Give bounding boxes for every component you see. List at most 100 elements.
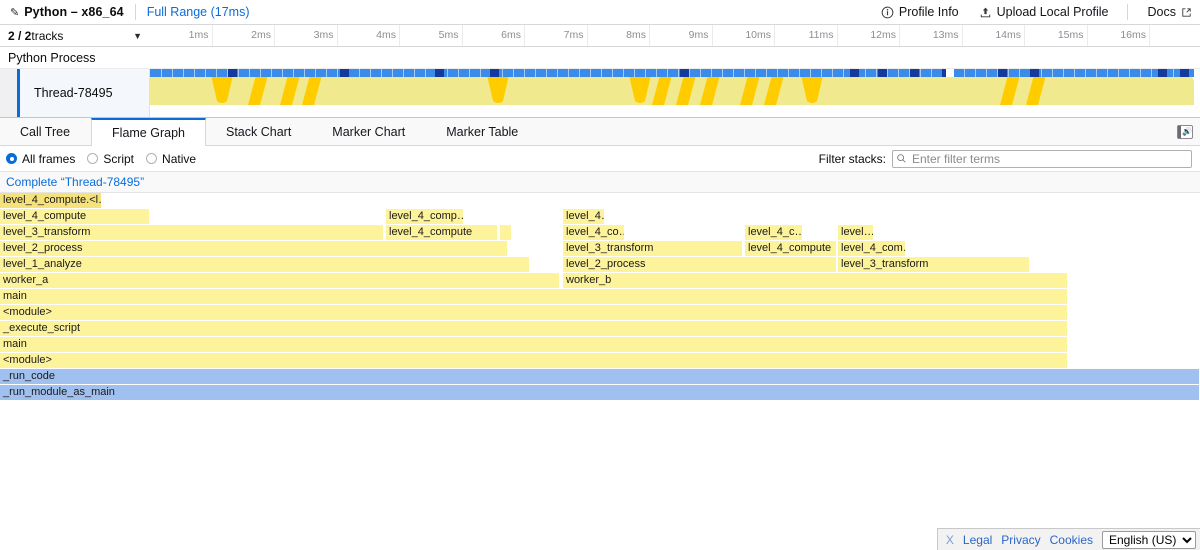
activity-spike	[740, 75, 760, 105]
cpu-sample-divider	[1052, 69, 1053, 77]
app-header: ✎ Python – x86_64 Full Range (17ms) Prof…	[0, 0, 1200, 25]
flame-frame[interactable]: level_3_transform	[563, 241, 743, 256]
cpu-sample-divider	[227, 69, 228, 77]
cpu-sample-divider	[1129, 69, 1130, 77]
flame-frame[interactable]: level_4_compute.<l…	[0, 193, 102, 208]
flame-frame[interactable]: level_2_process	[0, 241, 508, 256]
sidebar-toggle-bar	[1178, 125, 1181, 138]
radio-native[interactable]: Native	[146, 152, 196, 166]
radio-script[interactable]: Script	[87, 152, 134, 166]
breadcrumb-item-complete[interactable]: Complete “Thread-78495”	[6, 175, 145, 189]
tab-flame-graph[interactable]: Flame Graph	[91, 118, 206, 146]
filter-input-wrap[interactable]	[892, 149, 1192, 168]
tab-marker-table[interactable]: Marker Table	[426, 118, 539, 145]
search-input[interactable]	[910, 150, 1188, 167]
flame-frame-label: level…	[841, 226, 874, 238]
ruler-tick: 9ms	[650, 25, 713, 46]
flame-frame[interactable]: main	[0, 289, 1068, 304]
full-range-link[interactable]: Full Range (17ms)	[146, 5, 250, 19]
flame-frame[interactable]: main	[0, 337, 1068, 352]
flame-frame[interactable]: level_4_comp…	[386, 209, 464, 224]
flame-frame-label: level_4_compute	[389, 226, 473, 238]
cpu-sample-divider	[931, 69, 932, 77]
cpu-sample-divider	[282, 69, 283, 77]
sidebar-toggle-glyph: 🔊	[1182, 126, 1192, 136]
activity-spike	[248, 75, 268, 105]
pencil-icon: ✎	[10, 6, 20, 19]
track-selected-accent	[17, 69, 20, 117]
flame-frame-label: <module>	[3, 354, 52, 366]
tracks-count-value: 2 / 2	[8, 28, 32, 43]
flame-frame[interactable]: level_4…	[563, 209, 605, 224]
header-divider-2	[1126, 4, 1128, 20]
flame-frame[interactable]: <module>	[0, 305, 1068, 320]
close-icon[interactable]: X	[945, 532, 954, 547]
flame-frame[interactable]: level_4_com…	[838, 241, 906, 256]
flame-frame-label: level_3_transform	[566, 242, 654, 254]
flame-frame[interactable]: level_4_c…	[745, 225, 803, 240]
cpu-sample-divider	[480, 69, 481, 77]
legal-link[interactable]: Legal	[962, 532, 993, 547]
activity-spike	[652, 75, 672, 105]
flame-frame[interactable]: _execute_script	[0, 321, 1068, 336]
flame-frame[interactable]: level_4_compute	[386, 225, 498, 240]
flame-frame-label: worker_a	[3, 274, 49, 286]
flame-frame[interactable]: level_4_co…	[563, 225, 625, 240]
flame-frame[interactable]: level_3_transform	[0, 225, 384, 240]
cpu-sample-divider	[315, 69, 316, 77]
flame-frame[interactable]: worker_b	[563, 273, 1068, 288]
cpu-sample-divider	[216, 69, 217, 77]
privacy-link[interactable]: Privacy	[1001, 532, 1041, 547]
cpu-sample-divider	[469, 69, 470, 77]
flame-frame[interactable]: <module>	[0, 353, 1068, 368]
flame-frame-label: level_4_com…	[841, 242, 905, 254]
flame-frame[interactable]	[500, 225, 512, 240]
cpu-sample-divider	[1118, 69, 1119, 77]
radio-all-frames[interactable]: All frames	[6, 152, 75, 166]
docs-link[interactable]: Docs	[1148, 5, 1192, 19]
cpu-sample-divider	[887, 69, 888, 77]
tracks-count-button[interactable]: 2 / 2 tracks ▼	[0, 25, 150, 46]
cpu-sample-divider	[546, 69, 547, 77]
flame-frame-label: level_1_analyze	[3, 258, 82, 270]
tab-stack-chart[interactable]: Stack Chart	[206, 118, 312, 145]
flame-frame[interactable]: worker_a	[0, 273, 560, 288]
track-label[interactable]: Thread-78495	[20, 69, 150, 117]
cpu-sample-divider	[1074, 69, 1075, 77]
flame-frame[interactable]: _run_code	[0, 369, 1200, 384]
sidebar-toggle-icon[interactable]: 🔊	[1177, 124, 1193, 139]
flame-frame[interactable]: level_2_process	[563, 257, 837, 272]
tab-call-tree[interactable]: Call Tree	[0, 118, 91, 145]
flame-frame[interactable]: level_4_compute	[745, 241, 837, 256]
cpu-sample-divider	[381, 69, 382, 77]
tab-label: Marker Table	[446, 124, 519, 139]
cpu-sample-divider	[293, 69, 294, 77]
track-activity-graph[interactable]	[150, 69, 1200, 117]
flame-frame[interactable]: level…	[838, 225, 874, 240]
language-select[interactable]: English (US)	[1102, 530, 1196, 549]
activity-spike	[1000, 75, 1020, 105]
cpu-sample-divider	[645, 69, 646, 77]
activity-spike	[211, 75, 233, 103]
cpu-sample-divider	[678, 69, 679, 77]
profile-info-button[interactable]: Profile Info	[881, 5, 959, 19]
process-name: Python Process	[8, 50, 96, 65]
cpu-sample-divider	[909, 69, 910, 77]
tab-bar: Call Tree Flame Graph Stack Chart Marker Ch…	[0, 118, 1200, 146]
tab-marker-chart[interactable]: Marker Chart	[312, 118, 426, 145]
breadcrumb: Complete “Thread-78495”	[0, 172, 1200, 193]
process-row: Python Process	[0, 47, 1200, 69]
flame-frame[interactable]: level_1_analyze	[0, 257, 530, 272]
cpu-sample-divider	[392, 69, 393, 77]
ruler-tick: 12ms	[838, 25, 900, 46]
upload-icon	[980, 7, 990, 17]
cpu-sample-high	[850, 69, 859, 77]
thread-track[interactable]: Thread-78495	[0, 69, 1200, 118]
upload-local-profile-button[interactable]: Upload Local Profile	[979, 5, 1109, 19]
activity-area	[150, 75, 1194, 105]
cookies-link[interactable]: Cookies	[1049, 532, 1093, 547]
flame-graph[interactable]: level_4_compute.<l… level_4_compute level_…	[0, 193, 1200, 550]
flame-frame[interactable]: _run_module_as_main	[0, 385, 1200, 400]
flame-frame[interactable]: level_3_transform	[838, 257, 1030, 272]
flame-frame[interactable]: level_4_compute	[0, 209, 150, 224]
